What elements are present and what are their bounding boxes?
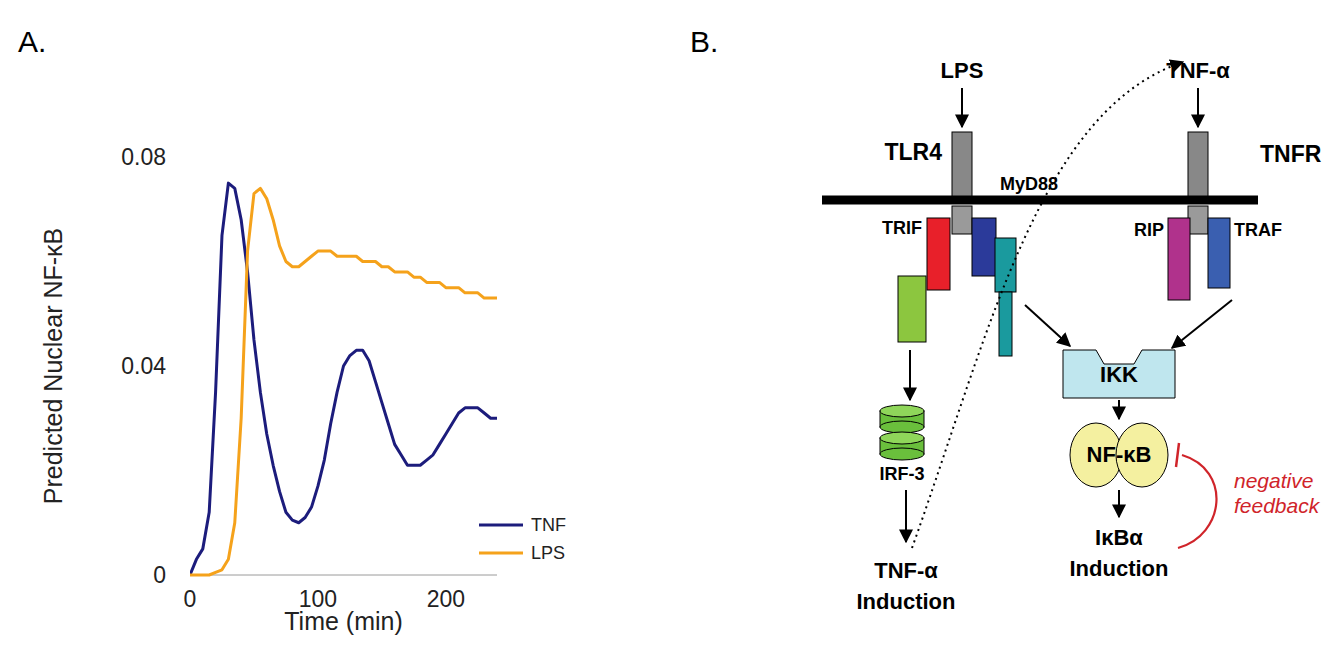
trif-domain <box>898 276 926 342</box>
y-tick-label: 0 <box>153 562 166 588</box>
arrow <box>1197 88 1199 127</box>
figure: A.B.00.040.080100200Time (min)Predicted … <box>0 0 1331 646</box>
node-label-line: Induction <box>857 589 956 614</box>
negative-feedback-arc <box>1178 455 1216 548</box>
node-label: TNFR <box>1260 141 1322 167</box>
series-line <box>190 188 497 575</box>
x-tick-label: 200 <box>427 586 465 612</box>
trif <box>927 218 950 290</box>
irf3-cylinder <box>880 448 924 460</box>
node-label: IκBα Induction <box>1070 525 1169 581</box>
node-label-line: Induction <box>1070 556 1169 581</box>
irf3-cylinder <box>880 405 924 417</box>
y-axis-title: Predicted Nuclear NF-κB <box>39 228 67 504</box>
node-label: TRAF <box>1234 220 1282 240</box>
node-label: LPS <box>941 58 984 83</box>
tnf-autocrine-arrow <box>912 62 1183 548</box>
legend-swatch <box>479 552 523 555</box>
node-label: TLR4 <box>885 139 943 165</box>
panel-label: A. <box>18 25 46 58</box>
receptor-tnfr <box>1188 132 1208 196</box>
legend-swatch <box>479 524 523 527</box>
arrow <box>1118 490 1120 517</box>
y-tick-label: 0.04 <box>121 353 166 379</box>
node-label-line: IκBα <box>1095 525 1143 550</box>
series-line <box>190 183 497 575</box>
myd88-tail <box>999 292 1012 356</box>
membrane <box>822 196 1258 205</box>
x-axis-title: Time (min) <box>284 607 403 635</box>
plot-area <box>190 183 497 575</box>
node-label: TNF-α <box>1166 58 1230 83</box>
legend-label: TNF <box>531 515 566 535</box>
receptor-tlr4-inner <box>952 206 972 234</box>
signaling-diagram: LPS TNF-α TLR4 TNFR TRIF MyD88 RIP TRAF IRF-3 IKK… <box>822 58 1322 614</box>
ikk-box <box>1063 350 1175 398</box>
arrow <box>909 350 911 400</box>
arrow <box>1025 305 1070 346</box>
node-label: MyD88 <box>1000 174 1058 194</box>
node-label: NF-κB <box>1087 442 1152 467</box>
node-label: IKK <box>1100 362 1138 387</box>
rip <box>1168 218 1190 300</box>
feedback-label: negativefeedback <box>1234 469 1321 517</box>
arrow <box>1172 300 1232 348</box>
irf3-cylinder <box>880 421 924 433</box>
panel-label: B. <box>690 25 718 58</box>
irf3-cylinder <box>880 432 924 444</box>
line-chart: 00.040.080100200Time (min)Predicted Nucl… <box>39 144 566 635</box>
legend-label: LPS <box>531 543 565 563</box>
myd88 <box>972 218 996 276</box>
arrow <box>905 490 907 542</box>
traf <box>1208 218 1230 288</box>
node-label: RIP <box>1134 220 1164 240</box>
x-axis-line <box>190 575 497 576</box>
feedback-label-line: negative <box>1234 469 1313 492</box>
receptor-tnfr-inner <box>1188 206 1208 234</box>
receptor-tlr4 <box>952 132 972 196</box>
arrow <box>961 88 963 127</box>
node-label-line: TNF-α <box>874 558 938 583</box>
y-tick-label: 0.08 <box>121 144 166 170</box>
node-label: IRF-3 <box>880 464 925 484</box>
feedback-label-line: feedback <box>1234 494 1321 517</box>
arrow <box>1118 400 1120 419</box>
node-label: TNF-α Induction <box>857 558 956 614</box>
node-label: TRIF <box>882 218 922 238</box>
inhibition-bar <box>1176 443 1179 467</box>
x-tick-label: 0 <box>184 586 197 612</box>
legend: TNF LPS <box>479 515 566 563</box>
